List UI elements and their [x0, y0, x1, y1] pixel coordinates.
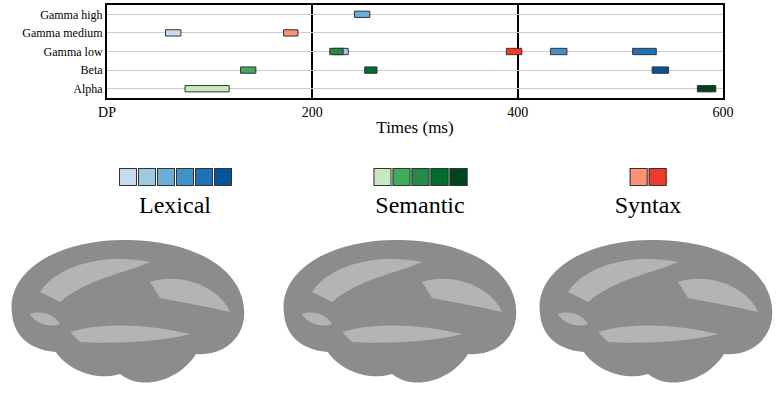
svg-text:600: 600 [713, 105, 734, 120]
svg-text:DP: DP [98, 105, 116, 120]
svg-text:200: 200 [302, 105, 323, 120]
html-text:Lexical: Lexical [139, 192, 211, 218]
svg-text:Alpha: Alpha [73, 82, 103, 96]
svg-text:Gamma low: Gamma low [44, 45, 103, 59]
svg-text:400: 400 [507, 105, 528, 120]
svg-text:Gamma medium: Gamma medium [22, 26, 103, 40]
svg-text:Beta: Beta [81, 63, 104, 77]
html-text:Syntax: Syntax [614, 192, 682, 218]
svg-text:Gamma high: Gamma high [40, 8, 102, 22]
svg-text:Times (ms): Times (ms) [376, 118, 453, 137]
html-text:Semantic: Semantic [375, 192, 465, 218]
